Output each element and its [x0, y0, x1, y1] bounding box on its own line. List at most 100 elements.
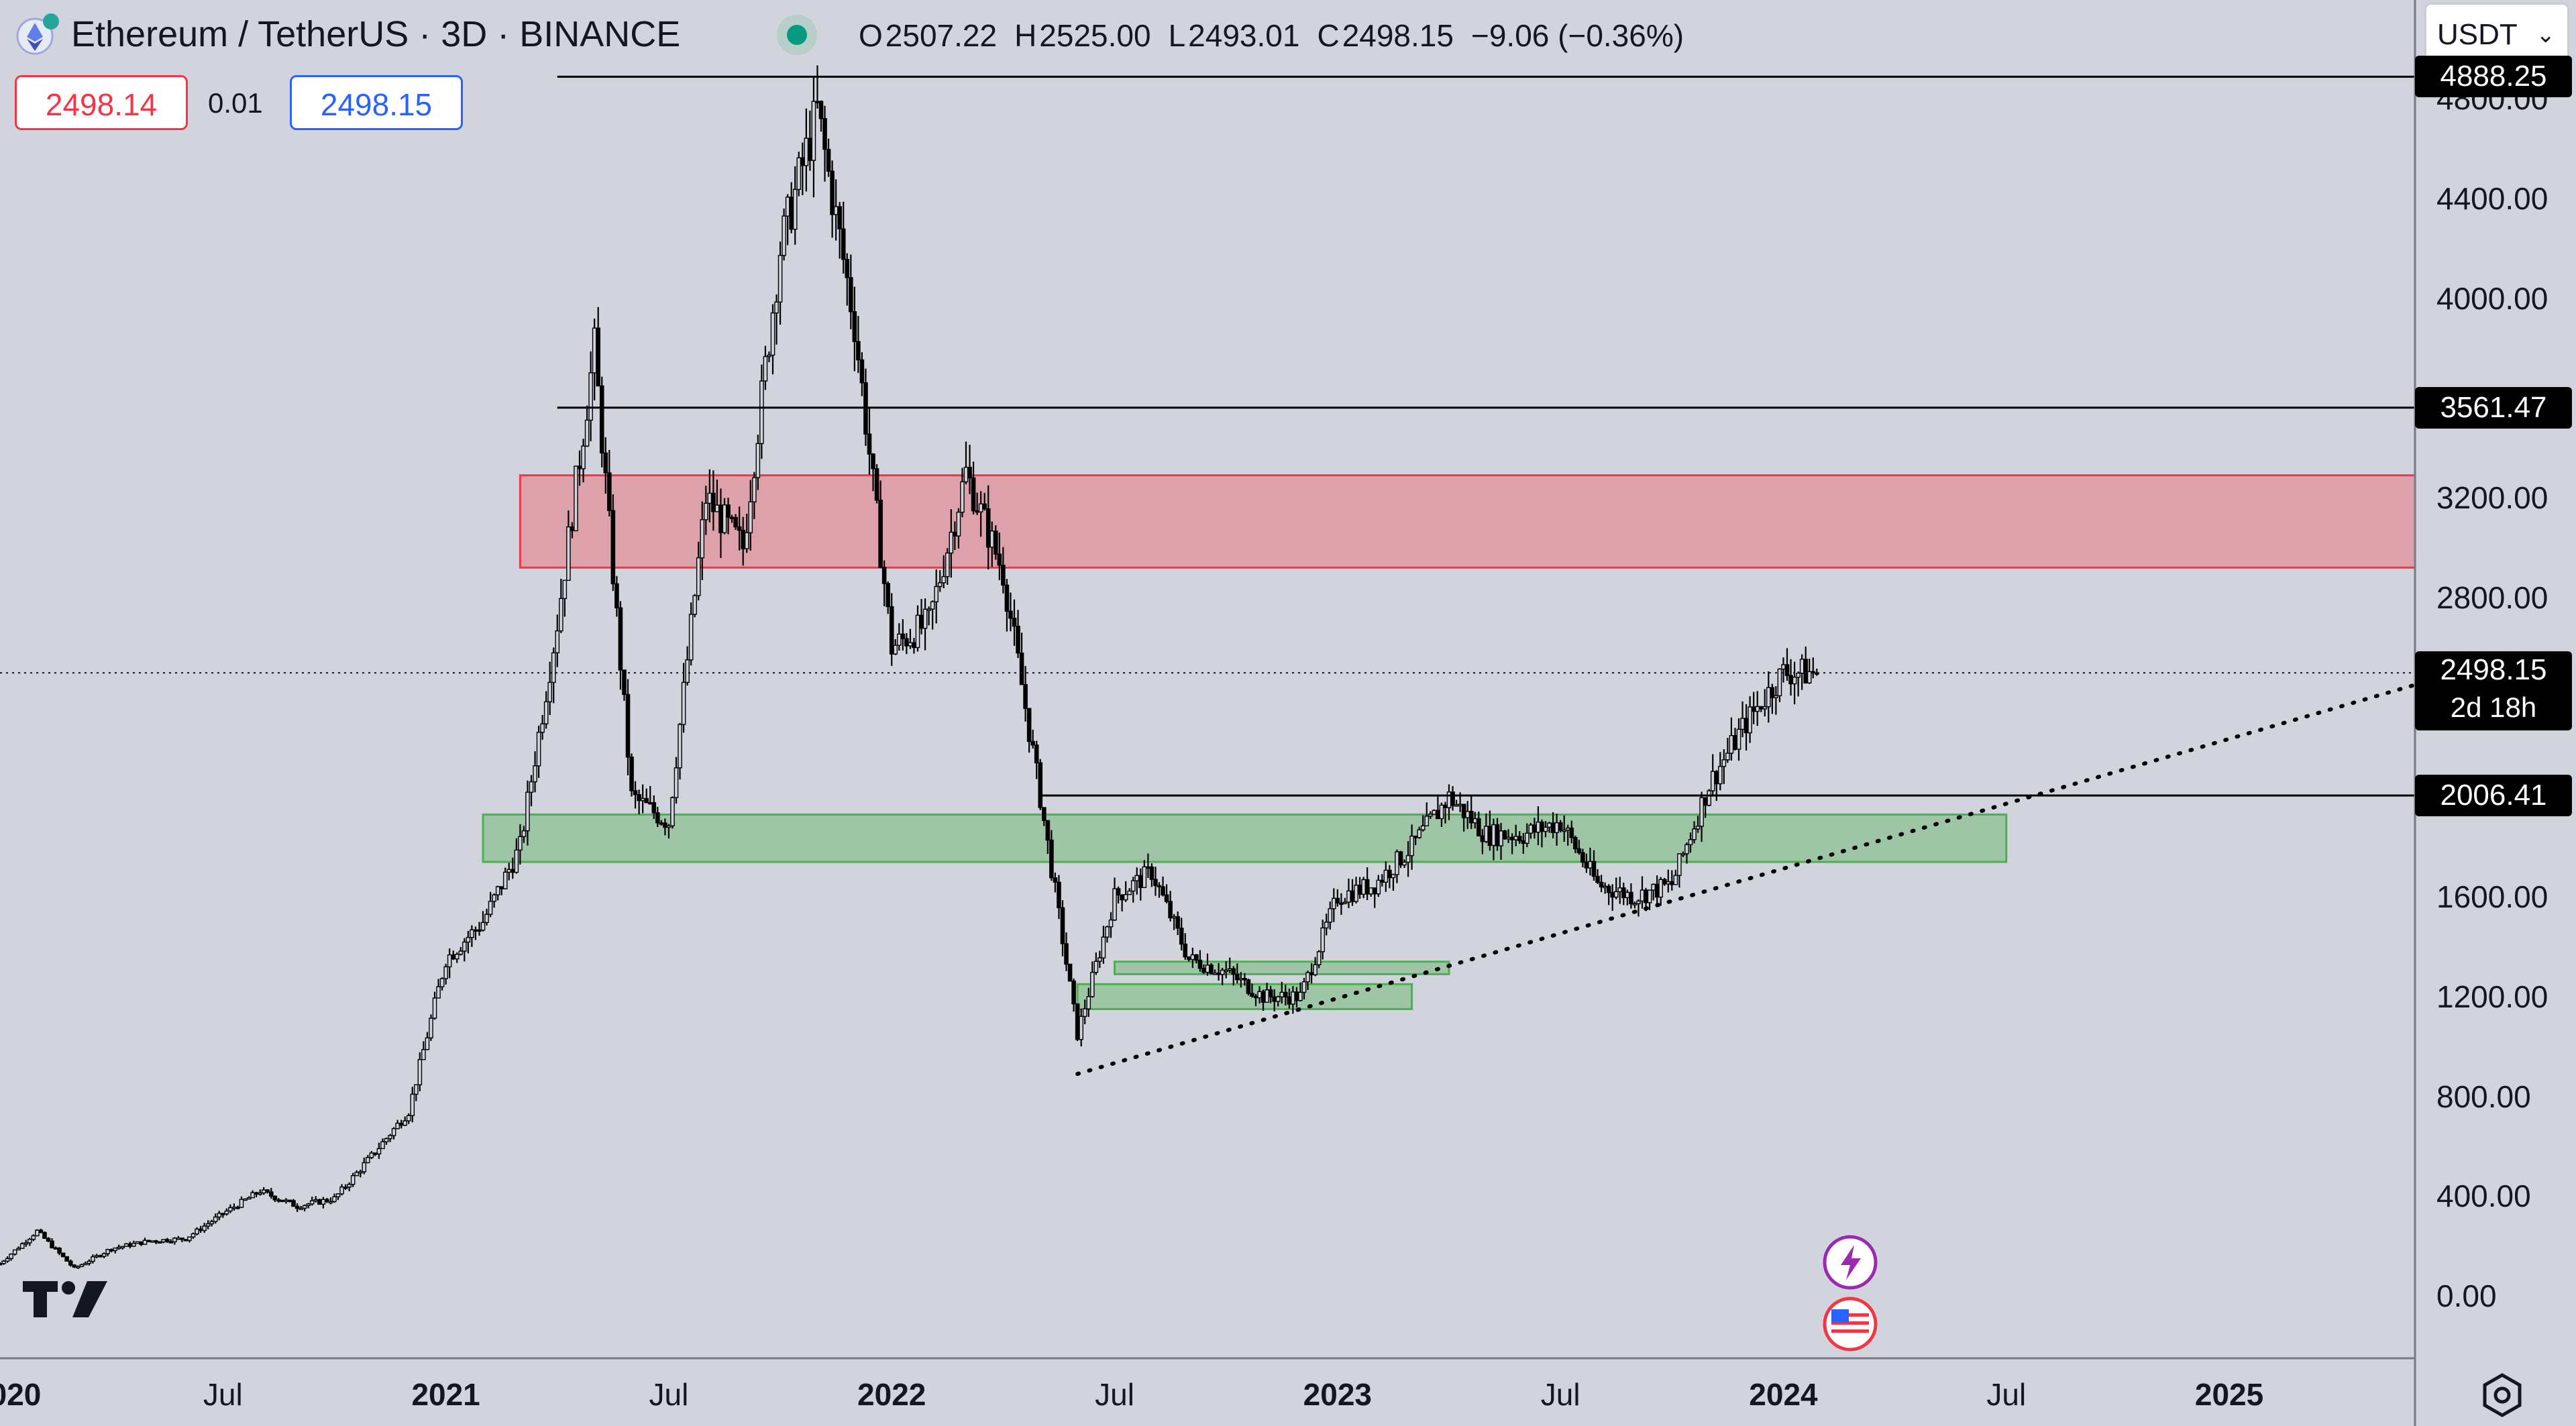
candle-150 [555, 614, 560, 667]
candle-48 [176, 1236, 181, 1240]
candle-277 [1026, 708, 1032, 753]
candle-111 [410, 1087, 415, 1123]
candle-246 [912, 638, 916, 654]
resistance-zone-0[interactable] [519, 474, 2416, 569]
candle-59 [217, 1211, 222, 1221]
candle-426 [1580, 848, 1585, 868]
candle-467 [1733, 728, 1737, 751]
candle-183 [678, 722, 682, 780]
status-dot-icon[interactable] [770, 13, 824, 60]
candle-174 [644, 788, 649, 804]
candle-216 [800, 142, 805, 196]
support-zone-1[interactable] [482, 813, 2008, 863]
candle-80 [294, 1203, 300, 1212]
symbol-title[interactable]: Ethereum / TetherUS · 3D · BINANCE [71, 14, 681, 54]
candle-261 [967, 445, 972, 494]
price-tick-label: 4000.00 [2436, 280, 2548, 316]
candle-472 [1751, 692, 1756, 724]
candle-276 [1023, 666, 1028, 722]
candle-25 [91, 1254, 95, 1264]
settings-gear-icon[interactable] [2478, 1371, 2526, 1419]
candle-450 [1670, 870, 1674, 891]
candle-109 [402, 1116, 407, 1126]
candle-363 [1346, 878, 1351, 908]
candle-368 [1364, 867, 1370, 900]
candle-448 [1662, 877, 1667, 886]
candle-362 [1342, 897, 1348, 905]
support-zone-3[interactable] [1076, 983, 1413, 1010]
candle-366 [1357, 877, 1362, 899]
candle-155 [574, 465, 578, 532]
candle-4 [12, 1249, 17, 1256]
candle-47 [172, 1237, 177, 1245]
tradingview-logo-icon[interactable] [19, 1276, 111, 1323]
candle-175 [647, 785, 653, 805]
candle-461 [1710, 754, 1715, 797]
candle-351 [1301, 977, 1307, 1000]
us-flag-icon[interactable] [1821, 1295, 1880, 1354]
candle-57 [209, 1219, 214, 1227]
candle-335 [1242, 973, 1247, 986]
time-tick-label: 2025 [2194, 1377, 2264, 1412]
candle-215 [796, 152, 802, 197]
candle-288 [1067, 963, 1073, 982]
candle-151 [559, 578, 564, 633]
candle-474 [1758, 706, 1764, 712]
candle-38 [139, 1241, 144, 1246]
candle-96 [354, 1170, 359, 1176]
candle-97 [358, 1169, 363, 1178]
candle-72 [265, 1189, 270, 1194]
candle-181 [670, 796, 675, 829]
candle-244 [904, 633, 909, 655]
candle-103 [380, 1138, 385, 1150]
chart-header: Ethereum / TetherUS · 3D · BINANCE O2507… [0, 0, 2415, 74]
candle-460 [1707, 789, 1711, 807]
candle-442 [1640, 876, 1645, 909]
candle-411 [1525, 823, 1529, 847]
candle-41 [150, 1240, 155, 1243]
candle-236 [874, 463, 879, 504]
sell-price-button[interactable]: 2498.14 [15, 75, 188, 130]
support-zone-2[interactable] [1114, 961, 1450, 975]
candle-137 [506, 863, 512, 881]
candle-168 [622, 669, 627, 701]
candle-202 [748, 480, 753, 551]
candle-434 [1610, 884, 1615, 911]
candle-268 [994, 525, 998, 560]
candle-483 [1792, 661, 1797, 705]
bar-countdown: 2d 18h [2450, 692, 2537, 724]
candle-139 [514, 838, 519, 874]
candle-35 [127, 1242, 133, 1249]
chevron-down-icon: ⌄ [2536, 22, 2556, 48]
candle-22 [79, 1263, 85, 1268]
candle-160 [592, 318, 597, 400]
candle-479 [1777, 668, 1782, 702]
candle-367 [1361, 877, 1366, 899]
ethereum-icon[interactable] [15, 12, 59, 56]
candle-361 [1339, 893, 1344, 915]
candles-layer [0, 65, 1819, 1269]
candle-391 [1450, 786, 1455, 811]
lightning-icon[interactable] [1821, 1233, 1880, 1292]
candle-165 [610, 494, 616, 592]
trendline[interactable] [1075, 683, 2417, 1077]
candle-2 [5, 1256, 10, 1263]
candle-488 [1811, 657, 1816, 679]
candle-489 [1815, 668, 1819, 676]
candle-51 [187, 1236, 192, 1243]
candle-218 [808, 110, 812, 171]
candle-105 [388, 1134, 392, 1142]
candle-110 [406, 1113, 411, 1124]
candle-63 [231, 1203, 237, 1211]
candle-179 [663, 818, 667, 836]
candle-73 [269, 1188, 274, 1199]
candle-358 [1328, 901, 1333, 930]
candle-101 [373, 1152, 378, 1156]
candle-184 [681, 663, 686, 733]
buy-price-button[interactable]: 2498.15 [290, 75, 463, 130]
candle-225 [833, 179, 839, 241]
candle-279 [1034, 741, 1039, 779]
candle-125 [462, 938, 467, 962]
candle-342 [1268, 985, 1273, 1003]
